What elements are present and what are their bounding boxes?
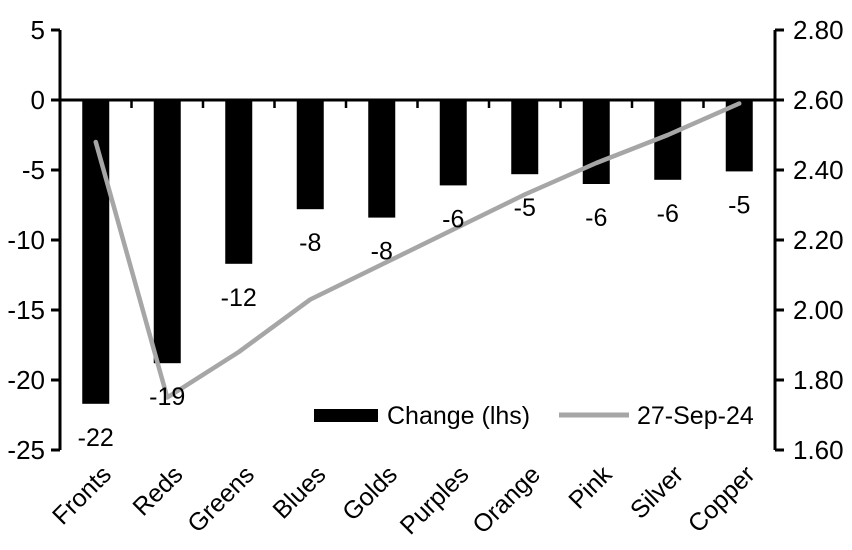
legend-bar-swatch [314,409,378,422]
bar-Purples [439,100,467,186]
left-axis-tick-label: 0 [31,85,45,115]
category-label: Silver [625,460,689,524]
left-axis-tick-label: -25 [7,435,45,465]
category-label: Golds [337,460,403,526]
right-axis-tick-label: 2.80 [793,15,844,45]
bar-value-label: -6 [657,200,679,228]
right-axis-tick-label: 1.80 [793,365,844,395]
left-axis-tick-label: -5 [22,155,45,185]
category-label: Blues [267,460,331,524]
left-axis-tick-label: -15 [7,295,45,325]
bar-value-label: -6 [585,204,607,232]
legend-line-label: 27-Sep-24 [637,402,754,430]
bar-Orange [511,100,539,175]
bar-value-label: -5 [514,194,536,222]
bar-value-label: -22 [78,424,114,452]
left-axis-tick-label: -10 [7,225,45,255]
category-label: Purples [395,460,475,540]
legend: Change (lhs) 27-Sep-24 [314,402,754,430]
category-label: Greens [182,460,260,538]
legend-bar-label: Change (lhs) [387,402,530,430]
right-axis-tick-label: 1.60 [793,435,844,465]
bar-Copper [725,100,753,172]
bar-Blues [296,100,324,210]
series-line [93,101,742,400]
right-axis-tick-label: 2.40 [793,155,844,185]
category-label: Copper [683,460,761,538]
bar-value-label: -12 [221,284,257,312]
left-axis-tick-label: -20 [7,365,45,395]
bar-value-label: -5 [728,191,750,219]
bar-Fronts [82,100,110,404]
category-label: Orange [467,460,546,539]
bar-Greens [225,100,253,264]
bar-Pink [582,100,610,184]
right-axis-tick-label: 2.20 [793,225,844,255]
bar-Reds [153,100,181,364]
right-axis-tick-label: 2.60 [793,85,844,115]
bar-value-label: -8 [371,238,393,266]
category-label: Pink [563,460,618,515]
left-axis-tick-label: 5 [31,15,45,45]
bar-Golds [368,100,396,218]
category-label: Reds [127,460,188,521]
right-axis-tick-label: 2.00 [793,295,844,325]
bar-value-label: -6 [442,205,464,233]
bar-value-label: -19 [149,383,185,411]
bar-value-label: -8 [299,229,321,257]
category-label: Fronts [47,460,117,530]
